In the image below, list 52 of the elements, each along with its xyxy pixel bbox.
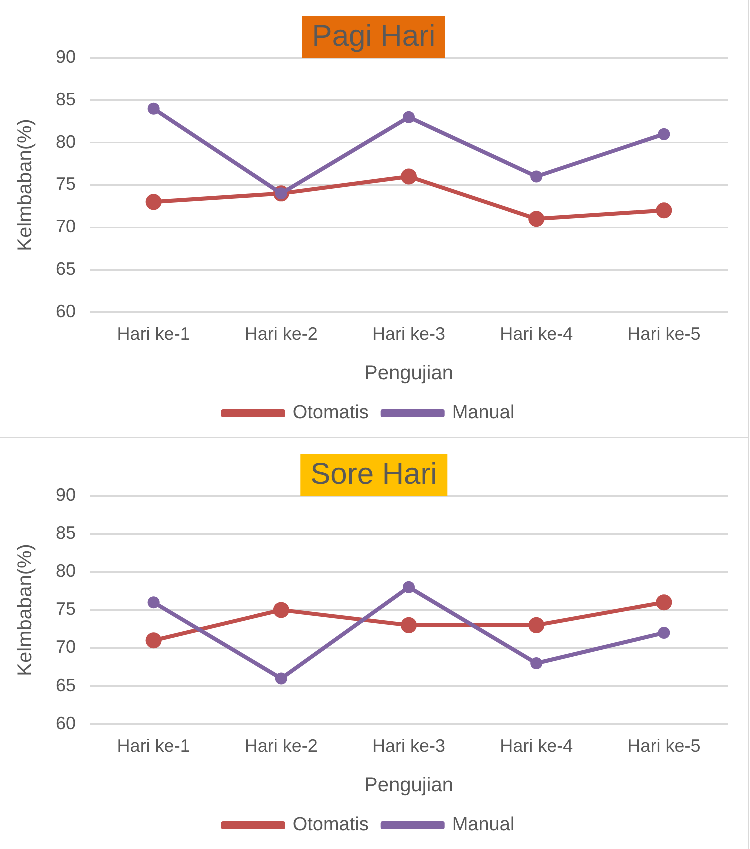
- y-tick-label: 85: [56, 523, 76, 544]
- x-tick-label: Hari ke-2: [244, 324, 318, 344]
- point: [275, 672, 288, 685]
- point: [403, 111, 416, 124]
- y-tick-label: 80: [56, 561, 76, 582]
- x-tick-label: Hari ke-3: [372, 736, 446, 756]
- x-tick-label: Hari ke-5: [628, 324, 701, 344]
- point: [530, 170, 543, 183]
- y-tick-label: 75: [56, 599, 76, 620]
- legend-label: Otomatis: [292, 402, 369, 424]
- chart-title: Pagi Hari: [302, 16, 446, 58]
- y-tick-label: 85: [56, 89, 76, 110]
- point: [658, 627, 670, 640]
- point: [401, 168, 418, 185]
- point: [403, 581, 416, 594]
- x-axis-title: Pengujian: [364, 774, 454, 797]
- legend-label: Manual: [452, 814, 515, 836]
- y-tick-label: 70: [56, 216, 76, 237]
- point: [148, 102, 160, 115]
- y-axis-title: Kelmbaban(%): [14, 119, 37, 252]
- x-tick-label: Hari ke-4: [500, 324, 574, 344]
- x-tick-label: Hari ke-1: [117, 324, 190, 344]
- x-tick-label: Hari ke-5: [628, 736, 701, 756]
- x-axis-title: Pengujian: [364, 362, 454, 385]
- point: [656, 202, 672, 219]
- chart-title: Sore Hari: [300, 454, 448, 496]
- point: [528, 617, 545, 634]
- y-tick-label: 60: [56, 301, 76, 322]
- y-tick-label: 90: [56, 46, 76, 67]
- point: [273, 602, 290, 618]
- point: [148, 596, 160, 609]
- point: [658, 128, 670, 140]
- y-tick-label: 65: [56, 258, 76, 279]
- y-tick-label: 75: [56, 174, 76, 194]
- point: [401, 617, 418, 634]
- point: [528, 211, 545, 228]
- x-tick-label: Hari ke-4: [500, 736, 574, 756]
- y-tick-label: 90: [56, 484, 76, 505]
- point: [146, 194, 162, 210]
- y-tick-label: 70: [56, 637, 76, 658]
- legend-label: Manual: [452, 402, 515, 424]
- x-tick-label: Hari ke-3: [372, 324, 446, 344]
- point: [530, 657, 543, 670]
- y-tick-label: 60: [56, 713, 76, 734]
- y-tick-label: 65: [56, 675, 76, 696]
- y-axis-title: Kelmbaban(%): [14, 544, 37, 676]
- legend-label: Otomatis: [292, 814, 369, 836]
- y-tick-label: 80: [56, 132, 76, 152]
- point: [146, 632, 162, 649]
- x-tick-label: Hari ke-2: [244, 736, 318, 756]
- point: [656, 594, 672, 611]
- x-tick-label: Hari ke-1: [117, 736, 190, 756]
